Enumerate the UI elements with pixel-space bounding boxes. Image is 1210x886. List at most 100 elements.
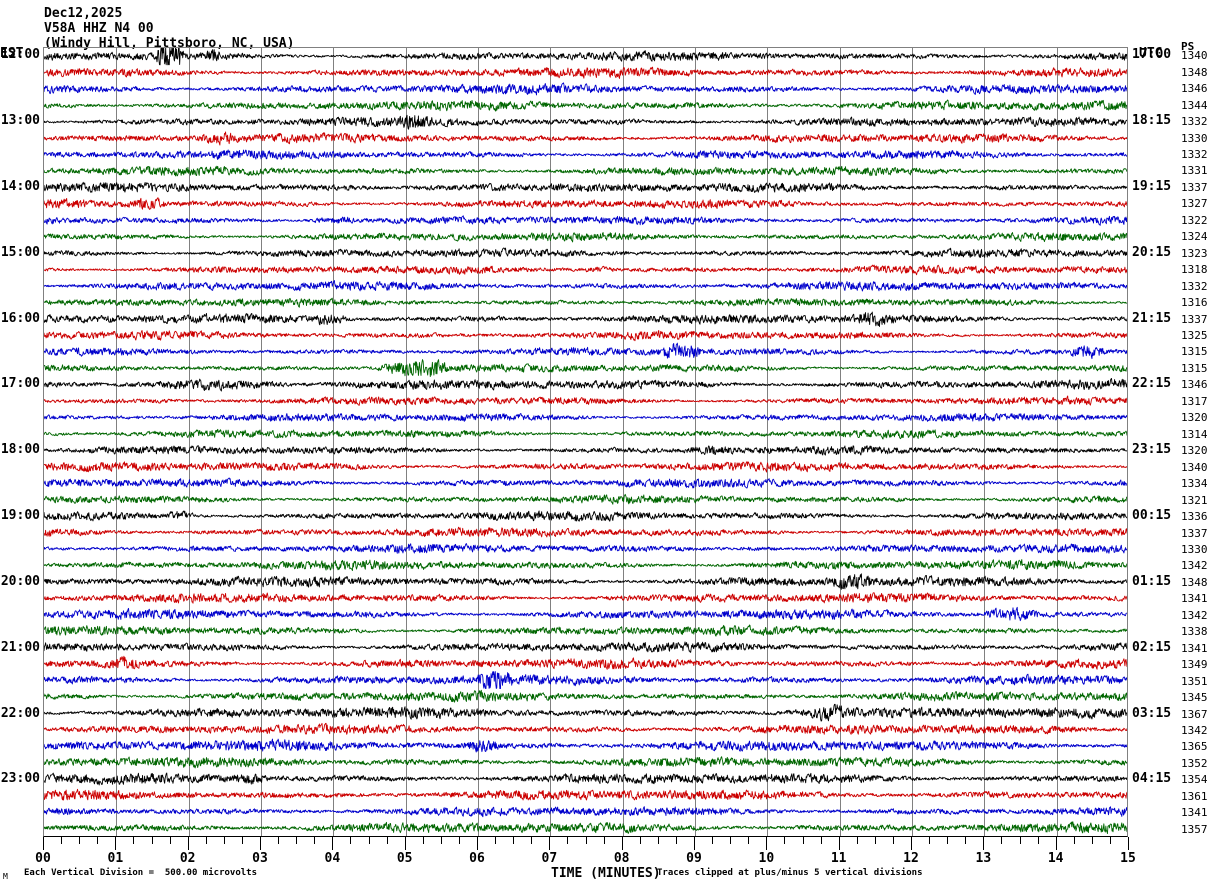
seismogram-plot-area [43, 47, 1128, 837]
est-hour-label-2200: 22:00 [0, 705, 40, 721]
amplitude-value-row-28: 1336 [1181, 510, 1208, 524]
utc-hour-label-2015: 20:15 [1132, 244, 1172, 260]
amplitude-value-row-12: 1323 [1181, 246, 1208, 260]
x-tick-minor-9-2 [730, 837, 731, 844]
x-tick-minor-4-1 [350, 837, 351, 844]
x-tick-label-09: 09 [686, 851, 702, 866]
x-tick-label-04: 04 [324, 851, 341, 866]
est-hour-label-1400: 14:00 [0, 178, 40, 194]
amplitude-value-row-39: 1345 [1181, 691, 1208, 705]
trace-row-44 [44, 772, 1127, 786]
est-hour-label-1700: 17:00 [0, 376, 40, 392]
x-tick-minor-8-3 [676, 837, 677, 844]
x-tick-label-12: 12 [903, 851, 919, 866]
utc-hour-label-0215: 02:15 [1132, 639, 1172, 655]
x-tick-minor-8-1 [640, 837, 641, 844]
est-hour-label-1500: 15:00 [0, 244, 40, 260]
right-timezone-caption: UTC [1139, 46, 1163, 61]
amplitude-value-row-36: 1341 [1181, 641, 1208, 655]
utc-hour-label-1815: 18:15 [1132, 113, 1172, 129]
amplitude-value-row-41: 1342 [1181, 724, 1208, 738]
clip-note: Traces clipped at plus/minus 5 vertical … [657, 868, 923, 878]
x-tick-major-5 [405, 837, 406, 850]
amplitude-value-row-32: 1348 [1181, 575, 1208, 589]
x-tick-major-6 [477, 837, 478, 850]
trace-row-39 [44, 689, 1127, 703]
amplitude-value-row-4: 1332 [1181, 115, 1208, 129]
trace-row-1 [44, 66, 1127, 79]
x-tick-minor-5-1 [423, 837, 424, 844]
trace-row-19 [44, 359, 1127, 378]
trace-row-21 [44, 395, 1127, 406]
grid-line-minute-6 [478, 48, 479, 836]
x-tick-major-9 [694, 837, 695, 850]
x-tick-minor-10-1 [784, 837, 785, 844]
x-tick-minor-0-2 [79, 837, 80, 844]
amplitude-value-row-33: 1341 [1181, 592, 1208, 606]
trace-row-46 [44, 806, 1127, 818]
x-tick-major-14 [1056, 837, 1057, 850]
trace-row-37 [44, 655, 1127, 670]
amplitude-value-row-43: 1352 [1181, 756, 1208, 770]
grid-line-minute-14 [1057, 48, 1058, 836]
trace-row-9 [44, 197, 1127, 210]
x-tick-minor-10-3 [821, 837, 822, 844]
x-tick-major-0 [43, 837, 44, 850]
x-tick-minor-2-3 [242, 837, 243, 844]
amplitude-value-row-1: 1348 [1181, 65, 1208, 79]
x-tick-minor-7-1 [567, 837, 568, 844]
amplitude-value-row-21: 1317 [1181, 394, 1208, 408]
trace-row-30 [44, 543, 1127, 554]
est-hour-label-1900: 19:00 [0, 508, 40, 524]
trace-row-2 [44, 82, 1127, 96]
trace-row-25 [44, 461, 1127, 473]
amplitude-value-row-44: 1354 [1181, 773, 1208, 787]
x-tick-label-07: 07 [541, 851, 558, 866]
trace-row-31 [44, 559, 1127, 572]
est-hour-label-1200: 12:00 [0, 47, 40, 63]
x-tick-minor-0-3 [97, 837, 98, 844]
x-tick-major-12 [911, 837, 912, 850]
x-tick-minor-4-2 [369, 837, 370, 844]
trace-row-33 [44, 592, 1127, 604]
amplitude-value-row-29: 1337 [1181, 526, 1208, 540]
amplitude-value-row-35: 1338 [1181, 625, 1208, 639]
x-tick-minor-3-1 [278, 837, 279, 844]
utc-hour-label-2315: 23:15 [1132, 442, 1172, 458]
x-tick-minor-5-2 [441, 837, 442, 844]
x-tick-minor-1-1 [133, 837, 134, 844]
trace-row-40 [44, 703, 1127, 722]
amplitude-value-row-8: 1337 [1181, 180, 1208, 194]
corner-mark: M [3, 872, 8, 881]
x-tick-minor-9-3 [748, 837, 749, 844]
utc-hour-label-0115: 01:15 [1132, 573, 1172, 589]
x-tick-minor-12-3 [965, 837, 966, 844]
amplitude-value-row-2: 1346 [1181, 82, 1208, 96]
x-tick-minor-8-2 [658, 837, 659, 844]
x-tick-major-7 [549, 837, 550, 850]
grid-line-minute-11 [840, 48, 841, 836]
x-tick-minor-11-3 [893, 837, 894, 844]
x-tick-minor-3-3 [314, 837, 315, 844]
x-tick-label-02: 02 [179, 851, 196, 866]
trace-row-20 [44, 378, 1127, 392]
trace-row-42 [44, 738, 1127, 753]
grid-line-minute-7 [550, 48, 551, 836]
trace-row-16 [44, 311, 1127, 328]
trace-row-27 [44, 493, 1127, 505]
trace-row-3 [44, 99, 1127, 112]
x-tick-label-08: 08 [613, 851, 630, 866]
est-hour-label-2300: 23:00 [0, 771, 40, 787]
amplitude-value-row-42: 1365 [1181, 740, 1208, 754]
utc-hour-label-2215: 22:15 [1132, 376, 1172, 392]
trace-row-13 [44, 264, 1127, 276]
trace-row-35 [44, 624, 1127, 637]
x-tick-minor-6-1 [495, 837, 496, 844]
est-hour-label-2100: 21:00 [0, 639, 40, 655]
x-tick-minor-9-1 [712, 837, 713, 844]
trace-row-0 [44, 48, 1127, 66]
grid-line-minute-13 [984, 48, 985, 836]
amplitude-value-row-0: 1340 [1181, 49, 1208, 63]
x-tick-minor-3-2 [296, 837, 297, 844]
grid-lines [44, 48, 1127, 836]
